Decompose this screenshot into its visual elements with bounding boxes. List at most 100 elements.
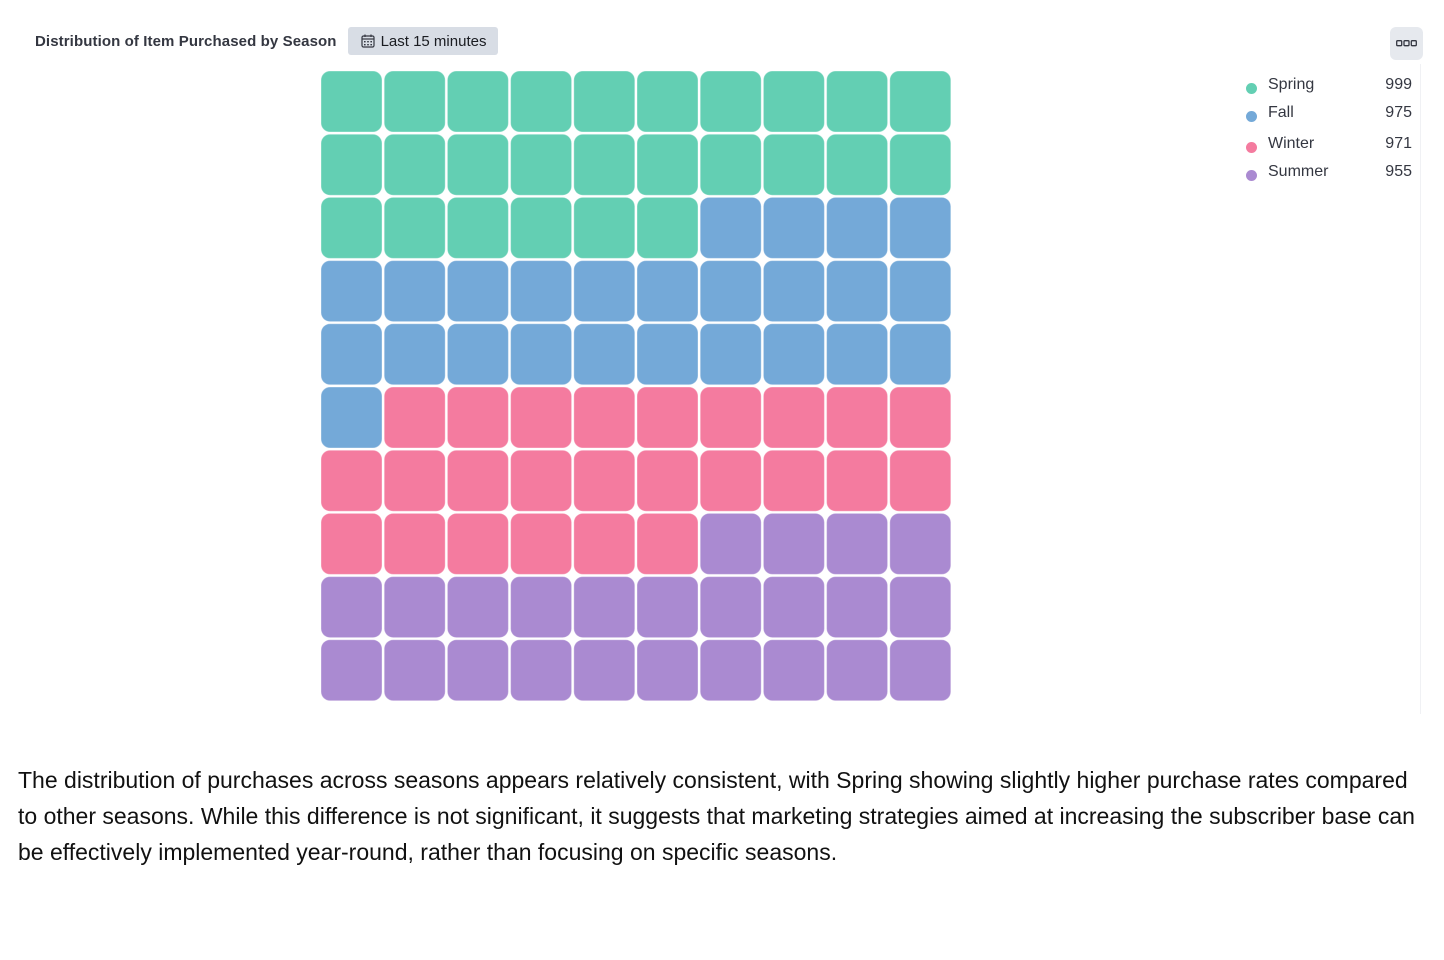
waffle-cell-summer[interactable] [762, 639, 825, 702]
waffle-cell-winter[interactable] [636, 512, 699, 575]
waffle-cell-spring[interactable] [636, 133, 699, 196]
waffle-cell-summer[interactable] [573, 639, 636, 702]
waffle-cell-fall[interactable] [320, 260, 383, 323]
waffle-cell-fall[interactable] [510, 260, 573, 323]
waffle-cell-winter[interactable] [826, 386, 889, 449]
waffle-cell-fall[interactable] [762, 260, 825, 323]
waffle-cell-spring[interactable] [320, 196, 383, 259]
waffle-cell-spring[interactable] [383, 196, 446, 259]
waffle-cell-spring[interactable] [889, 133, 952, 196]
waffle-cell-winter[interactable] [699, 386, 762, 449]
waffle-cell-spring[interactable] [320, 133, 383, 196]
waffle-cell-spring[interactable] [383, 70, 446, 133]
waffle-cell-winter[interactable] [320, 512, 383, 575]
waffle-cell-fall[interactable] [573, 260, 636, 323]
waffle-cell-summer[interactable] [762, 576, 825, 639]
waffle-cell-fall[interactable] [383, 260, 446, 323]
waffle-cell-spring[interactable] [446, 70, 509, 133]
waffle-cell-fall[interactable] [889, 323, 952, 386]
waffle-cell-fall[interactable] [510, 323, 573, 386]
waffle-cell-fall[interactable] [446, 323, 509, 386]
waffle-cell-spring[interactable] [573, 133, 636, 196]
waffle-cell-winter[interactable] [573, 386, 636, 449]
waffle-cell-summer[interactable] [636, 639, 699, 702]
waffle-cell-spring[interactable] [636, 196, 699, 259]
waffle-cell-spring[interactable] [573, 70, 636, 133]
panel-options-button[interactable] [1390, 27, 1423, 60]
waffle-cell-summer[interactable] [383, 576, 446, 639]
waffle-cell-spring[interactable] [762, 133, 825, 196]
waffle-cell-winter[interactable] [320, 449, 383, 512]
waffle-cell-spring[interactable] [826, 70, 889, 133]
waffle-cell-winter[interactable] [510, 386, 573, 449]
waffle-cell-winter[interactable] [383, 512, 446, 575]
waffle-cell-summer[interactable] [383, 639, 446, 702]
waffle-cell-summer[interactable] [510, 576, 573, 639]
waffle-cell-winter[interactable] [889, 449, 952, 512]
waffle-cell-summer[interactable] [446, 639, 509, 702]
waffle-cell-fall[interactable] [383, 323, 446, 386]
waffle-cell-summer[interactable] [699, 512, 762, 575]
waffle-cell-spring[interactable] [320, 70, 383, 133]
waffle-cell-fall[interactable] [826, 260, 889, 323]
waffle-cell-summer[interactable] [573, 576, 636, 639]
waffle-cell-spring[interactable] [446, 196, 509, 259]
waffle-cell-summer[interactable] [826, 576, 889, 639]
waffle-cell-summer[interactable] [889, 576, 952, 639]
waffle-cell-fall[interactable] [446, 260, 509, 323]
legend-item-summer[interactable]: Summer 955 [1246, 163, 1412, 183]
waffle-cell-fall[interactable] [320, 386, 383, 449]
waffle-cell-winter[interactable] [446, 512, 509, 575]
waffle-cell-winter[interactable] [446, 449, 509, 512]
waffle-cell-winter[interactable] [889, 386, 952, 449]
waffle-cell-spring[interactable] [510, 70, 573, 133]
waffle-cell-winter[interactable] [510, 449, 573, 512]
waffle-cell-spring[interactable] [699, 70, 762, 133]
waffle-cell-spring[interactable] [573, 196, 636, 259]
legend-item-spring[interactable]: Spring 999 [1246, 76, 1412, 96]
waffle-cell-winter[interactable] [383, 449, 446, 512]
legend-item-fall[interactable]: Fall 975 [1246, 104, 1412, 124]
waffle-cell-winter[interactable] [762, 386, 825, 449]
waffle-cell-spring[interactable] [510, 133, 573, 196]
waffle-cell-summer[interactable] [320, 639, 383, 702]
waffle-cell-fall[interactable] [826, 323, 889, 386]
waffle-cell-summer[interactable] [826, 512, 889, 575]
waffle-cell-summer[interactable] [762, 512, 825, 575]
waffle-cell-winter[interactable] [383, 386, 446, 449]
waffle-cell-spring[interactable] [762, 70, 825, 133]
waffle-cell-spring[interactable] [383, 133, 446, 196]
waffle-cell-fall[interactable] [636, 323, 699, 386]
waffle-cell-winter[interactable] [573, 512, 636, 575]
waffle-cell-fall[interactable] [320, 323, 383, 386]
waffle-cell-winter[interactable] [699, 449, 762, 512]
waffle-cell-spring[interactable] [826, 133, 889, 196]
waffle-cell-summer[interactable] [699, 576, 762, 639]
waffle-cell-fall[interactable] [762, 196, 825, 259]
waffle-cell-summer[interactable] [826, 639, 889, 702]
waffle-cell-winter[interactable] [573, 449, 636, 512]
waffle-cell-fall[interactable] [826, 196, 889, 259]
waffle-cell-winter[interactable] [636, 449, 699, 512]
legend-item-winter[interactable]: Winter 971 [1246, 135, 1412, 155]
waffle-cell-spring[interactable] [510, 196, 573, 259]
waffle-cell-fall[interactable] [699, 196, 762, 259]
waffle-cell-summer[interactable] [446, 576, 509, 639]
waffle-cell-winter[interactable] [826, 449, 889, 512]
waffle-cell-spring[interactable] [699, 133, 762, 196]
waffle-cell-fall[interactable] [889, 196, 952, 259]
waffle-cell-spring[interactable] [446, 133, 509, 196]
waffle-cell-summer[interactable] [699, 639, 762, 702]
waffle-cell-summer[interactable] [636, 576, 699, 639]
waffle-cell-spring[interactable] [636, 70, 699, 133]
waffle-cell-winter[interactable] [762, 449, 825, 512]
waffle-cell-fall[interactable] [762, 323, 825, 386]
waffle-cell-fall[interactable] [699, 323, 762, 386]
waffle-cell-spring[interactable] [889, 70, 952, 133]
waffle-cell-summer[interactable] [510, 639, 573, 702]
waffle-cell-fall[interactable] [699, 260, 762, 323]
waffle-cell-winter[interactable] [636, 386, 699, 449]
waffle-cell-winter[interactable] [446, 386, 509, 449]
waffle-cell-summer[interactable] [320, 576, 383, 639]
time-range-badge[interactable]: Last 15 minutes [347, 27, 499, 55]
